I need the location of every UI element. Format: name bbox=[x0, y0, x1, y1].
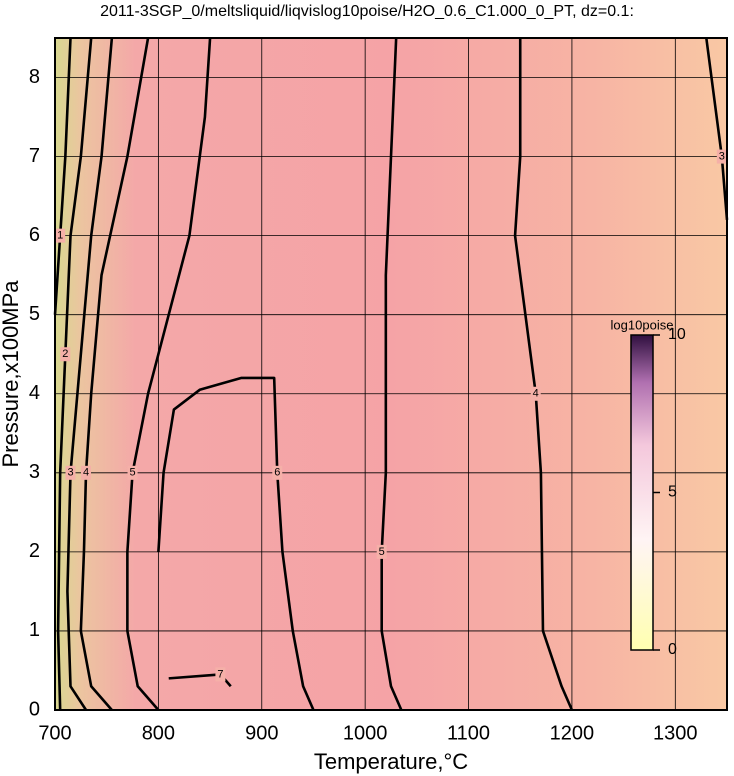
contour-label-bg bbox=[127, 465, 138, 480]
contour-label: 4 bbox=[83, 467, 89, 479]
contour-label: 1 bbox=[57, 230, 63, 242]
y-tick-label: 5 bbox=[29, 303, 40, 325]
x-tick-label: 1000 bbox=[343, 722, 388, 744]
contour-label: 4 bbox=[533, 388, 539, 400]
x-tick-label: 1100 bbox=[447, 722, 490, 744]
plot-frame bbox=[54, 37, 728, 711]
y-tick-label: 6 bbox=[29, 224, 40, 246]
x-axis-title: Temperature,°C bbox=[314, 749, 468, 774]
x-tick-label: 800 bbox=[142, 722, 175, 744]
y-tick-label: 7 bbox=[29, 145, 40, 167]
contour-label-bg bbox=[376, 544, 387, 559]
y-tick-label: 1 bbox=[29, 619, 40, 641]
colorbar bbox=[630, 334, 654, 651]
contour-label-bg bbox=[716, 149, 727, 164]
contour-line bbox=[380, 37, 403, 711]
contour-line bbox=[157, 376, 315, 711]
y-tick-label: 8 bbox=[29, 66, 40, 88]
y-axis-title: Pressure,x100MPa bbox=[0, 280, 23, 468]
contour-line bbox=[66, 37, 114, 711]
x-tick-label: 900 bbox=[245, 722, 278, 744]
contour-label-bg bbox=[65, 465, 76, 480]
contour-label: 3 bbox=[719, 150, 725, 162]
contour-label: 5 bbox=[379, 546, 385, 558]
contour-label-bg bbox=[55, 228, 66, 243]
x-tick-label: 700 bbox=[38, 722, 71, 744]
contour-line bbox=[53, 37, 72, 315]
contour-label-bg bbox=[60, 347, 71, 362]
contour-label: 6 bbox=[274, 467, 280, 479]
contour-label-bg bbox=[272, 465, 283, 480]
colorbar-tick-label: 5 bbox=[668, 484, 677, 501]
x-tick-label: 1300 bbox=[653, 722, 698, 744]
contour-label: 7 bbox=[217, 668, 223, 680]
chart-title: 2011-3SGP_0/meltsliquid/liqvislog10poise… bbox=[100, 3, 634, 20]
contour-label: 2 bbox=[62, 348, 68, 360]
y-tick-label: 2 bbox=[29, 540, 40, 562]
contour-label: 5 bbox=[129, 467, 135, 479]
colorbar-tick-label: 10 bbox=[668, 326, 686, 343]
contour-label-bg bbox=[81, 465, 92, 480]
contour-label-bg bbox=[530, 386, 541, 401]
colorbar-tick-label: 0 bbox=[668, 641, 677, 658]
x-tick-label: 1200 bbox=[550, 722, 595, 744]
y-tick-label: 4 bbox=[29, 382, 40, 404]
y-tick-label: 0 bbox=[29, 698, 40, 720]
contour-label: 3 bbox=[67, 467, 73, 479]
y-tick-label: 3 bbox=[29, 461, 40, 483]
colorbar-title: log10poise bbox=[611, 317, 674, 332]
contour-label-bg bbox=[215, 667, 226, 682]
contour-line bbox=[126, 37, 212, 711]
